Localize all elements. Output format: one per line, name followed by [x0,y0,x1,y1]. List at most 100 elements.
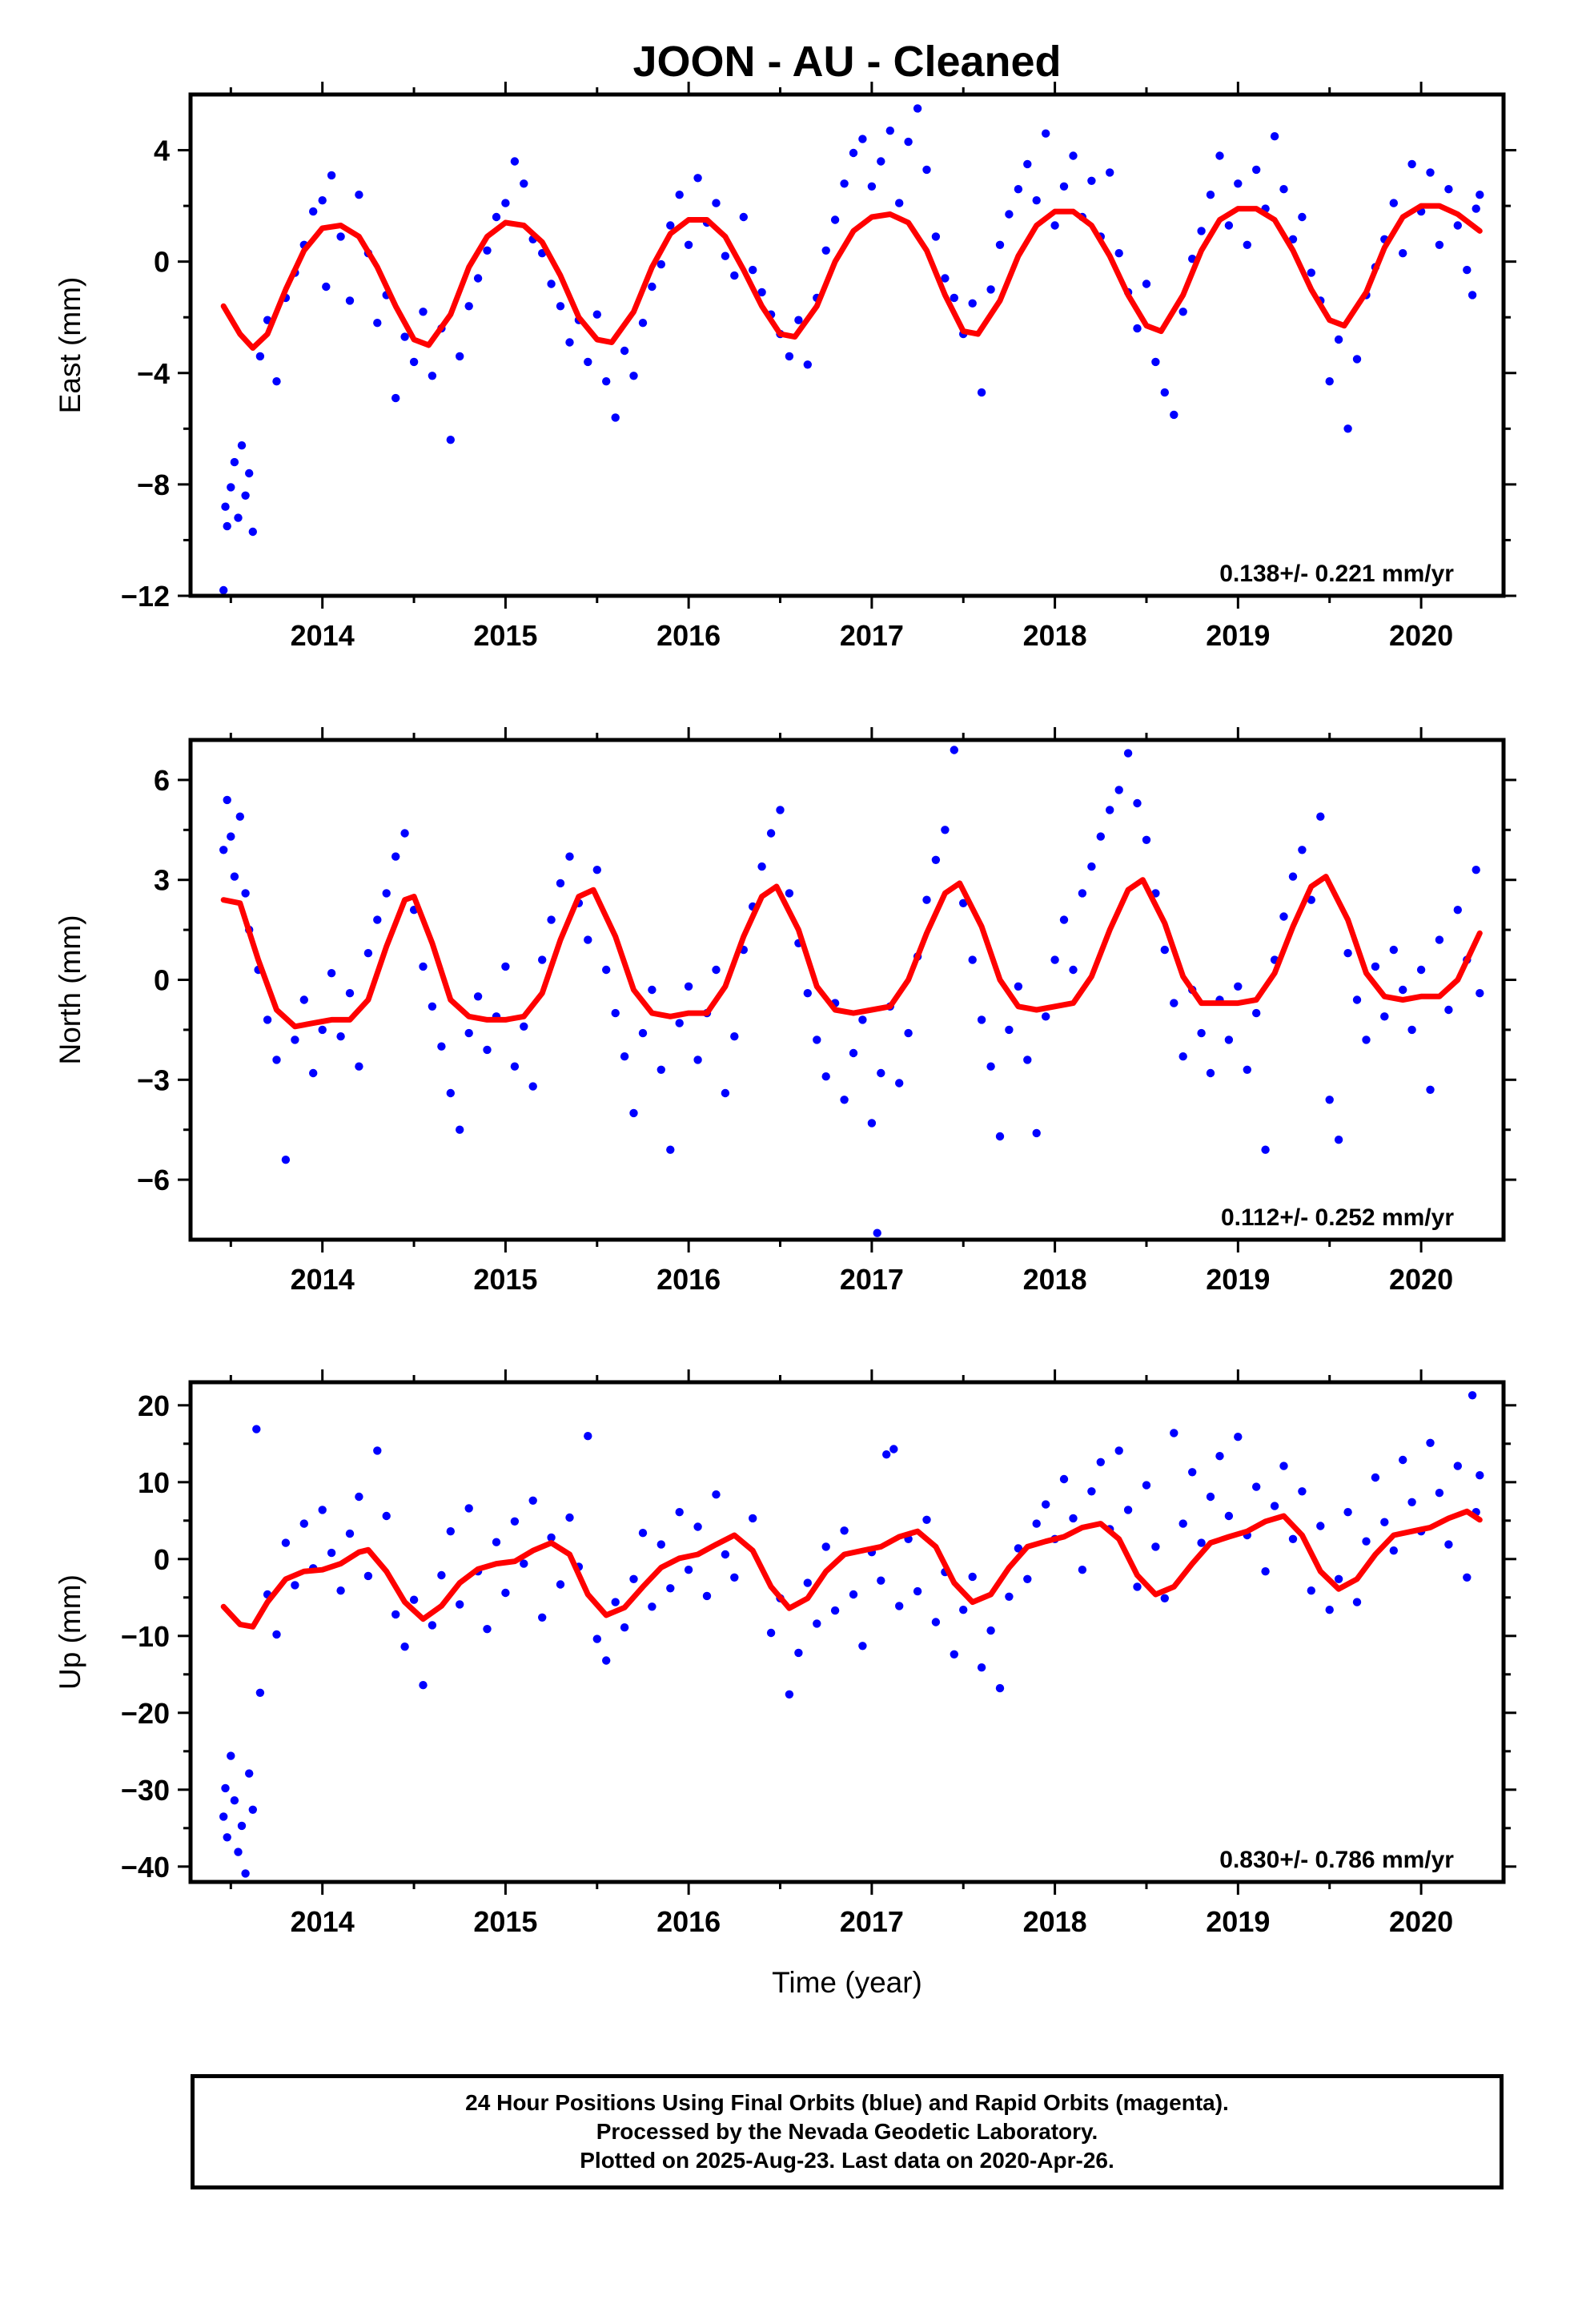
east-y-axis-title: East (mm) [54,277,86,414]
up-data-point [456,1600,464,1609]
up-data-point [602,1656,611,1665]
up-data-point [684,1566,693,1574]
north-data-point [501,962,510,971]
north-data-point [895,1079,904,1088]
east-fit-line [220,203,1483,351]
up-data-point [1389,1546,1399,1555]
east-data-point [373,319,382,328]
north-data-point [299,995,308,1004]
up-data-point [1334,1574,1343,1584]
north-data-point [400,829,409,838]
east-data-point [248,527,257,537]
up-data-point [611,1598,620,1606]
east-data-point [1170,410,1178,420]
east-data-point [1243,240,1252,249]
east-data-point [1298,212,1307,222]
north-data-point [638,1028,648,1038]
up-data-point [248,1805,257,1814]
up-data-point [1032,1519,1041,1528]
east-y-tick-label: −4 [137,357,170,390]
east-data-point [885,127,895,135]
up-data-point [1316,1522,1325,1530]
east-data-point [620,346,629,356]
east-data-point [592,310,601,319]
north-data-point [602,965,611,975]
time-axis-title: Time (year) [772,1966,922,1999]
up-data-point [299,1519,308,1528]
east-data-point [547,279,556,288]
north-data-point [821,1072,830,1081]
north-y-axis-title: North (mm) [54,915,86,1064]
east-x-tick-label: 2018 [1023,619,1087,652]
caption-line-1: 24 Hour Positions Using Final Orbits (bl… [465,2090,1229,2115]
up-x-tick-label: 2016 [656,1905,721,1938]
north-data-point [1023,1055,1032,1064]
east-data-point [757,287,766,297]
east-data-point [1050,221,1059,230]
east-data-point [1307,268,1316,277]
up-data-point [219,1812,228,1821]
up-data-point [931,1618,941,1626]
north-y-tick-label: 3 [154,864,170,897]
north-data-point [1050,955,1059,964]
east-data-point [1453,221,1463,230]
up-rate-label: 0.830+/- 0.786 mm/yr [1219,1847,1454,1873]
east-data-point [1206,191,1215,199]
up-data-point [234,1848,243,1856]
up-data-point [1151,1542,1160,1551]
east-data-point [464,302,473,311]
north-data-point [922,895,931,904]
up-data-point [363,1571,373,1581]
east-data-point [794,316,803,324]
up-data-point [1178,1519,1187,1528]
up-data-point [464,1504,473,1513]
north-data-point [1243,1065,1252,1075]
up-x-tick-label: 2014 [291,1905,355,1938]
east-x-tick-label: 2017 [840,619,904,652]
east-data-point [327,171,336,180]
north-data-point [473,992,483,1001]
up-y-tick-label: −30 [121,1774,170,1807]
east-data-point [428,372,437,380]
east-data-point [1160,388,1170,397]
north-data-point [648,985,656,995]
north-data-marks [219,746,1484,1237]
up-data-point [702,1591,712,1601]
north-data-point [1435,935,1444,944]
north-data-point [1197,1028,1206,1038]
up-data-point [1096,1458,1106,1467]
north-data-point [666,1145,675,1154]
up-data-point [629,1574,638,1584]
up-data-point [255,1688,265,1697]
up-data-point [656,1540,665,1549]
east-data-point [318,196,327,205]
up-data-point [565,1513,574,1522]
north-x-tick-label: 2020 [1389,1263,1453,1296]
up-data-point [252,1425,261,1433]
east-data-point [1334,335,1343,344]
up-panel: 2014 2015 2016 2017 2018 2019 202020100−10−20−… [54,1369,1516,1938]
north-data-point [483,1045,492,1055]
up-data-point [968,1572,977,1582]
north-data-point [528,1082,537,1091]
east-data-point [1399,249,1407,258]
up-data-point [977,1663,986,1672]
up-x-tick-label: 2020 [1389,1905,1453,1938]
north-x-tick-label: 2017 [840,1263,904,1296]
up-data-point [318,1506,327,1514]
up-data-point [950,1650,959,1659]
north-data-point [1160,945,1170,955]
north-data-point [611,1008,620,1018]
north-data-point [230,872,239,881]
up-data-point [355,1492,363,1502]
north-data-point [1087,862,1096,871]
up-data-point [1087,1487,1096,1496]
north-data-point [1078,889,1087,898]
up-data-point [1023,1574,1032,1584]
north-data-point [813,1035,821,1044]
north-data-point [219,846,228,854]
east-data-point [473,274,483,283]
north-plot-frame [188,738,1506,1242]
east-data-point [483,246,492,255]
east-data-point [629,372,638,380]
